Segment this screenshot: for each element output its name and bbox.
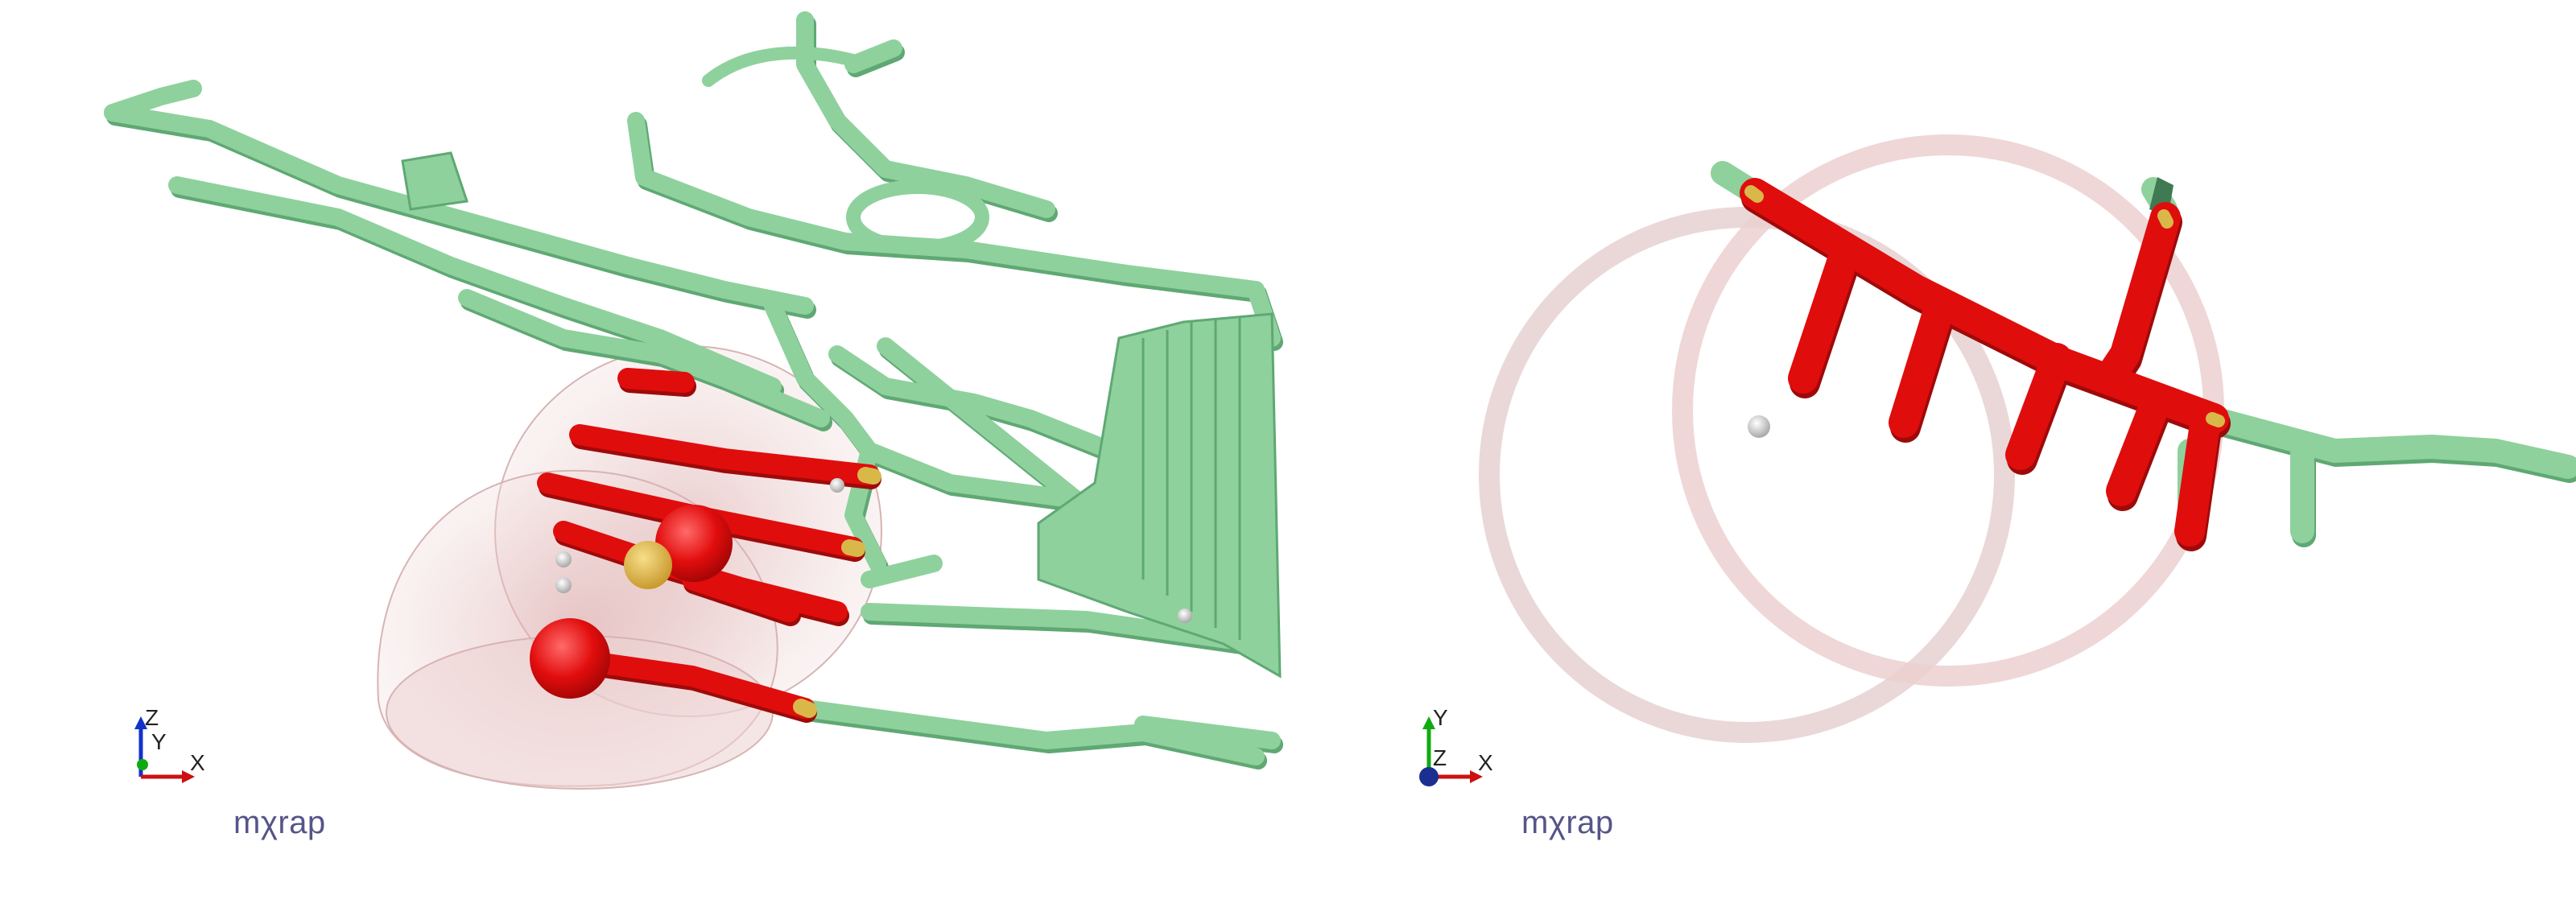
sensor-node <box>1748 415 1770 438</box>
right-3d-scene[interactable] <box>1288 0 2576 920</box>
red-crosscut <box>1889 291 1955 438</box>
hazard-zone-drives-right <box>1740 178 2231 551</box>
red-crosscut <box>2106 383 2173 506</box>
axis-label-horizontal: X <box>1478 750 1493 775</box>
axis-label-depth: Z <box>1433 745 1447 770</box>
axis-label-depth: Y <box>151 729 167 754</box>
sensor-node <box>555 577 572 593</box>
green-drive-east <box>2202 406 2576 479</box>
red-main-drive <box>1740 178 2229 434</box>
event-sphere <box>655 505 733 582</box>
event-markers-left <box>530 478 1192 699</box>
influence-ring <box>1479 207 2015 743</box>
tunnel-upper-west <box>104 104 814 315</box>
red-crosscut <box>2005 343 2072 470</box>
axis-label-horizontal: X <box>190 750 205 775</box>
left-3d-scene[interactable] <box>0 0 1288 920</box>
mine-tunnels-left <box>104 11 1283 769</box>
axis-label-vertical: Z <box>145 705 159 730</box>
tunnel-lower-drive <box>796 699 1265 765</box>
raise-block <box>401 151 469 211</box>
sensor-node <box>1178 609 1192 623</box>
red-drive-lower <box>569 650 815 719</box>
sensor-node <box>555 551 572 567</box>
axis-triad-icon <box>1419 716 1483 786</box>
sensor-node <box>830 478 844 493</box>
axis-triad-icon <box>134 716 195 783</box>
stope-block <box>1037 312 1282 679</box>
influence-ring <box>1672 134 2224 687</box>
right-viewport[interactable]: Y Z X mχrap <box>1288 0 2576 920</box>
red-crosscut <box>1788 242 1859 394</box>
brand-logo: mχrap <box>1521 805 1614 840</box>
tunnel-loop <box>846 179 989 255</box>
brand-logo: mχrap <box>233 805 326 840</box>
left-viewport[interactable]: Z Y X mχrap <box>0 0 1288 920</box>
event-sphere-small <box>624 541 672 589</box>
red-drive-upper <box>617 368 695 393</box>
event-sphere <box>530 618 610 699</box>
axis-label-vertical: Y <box>1433 705 1448 730</box>
influence-rings <box>1479 134 2224 743</box>
